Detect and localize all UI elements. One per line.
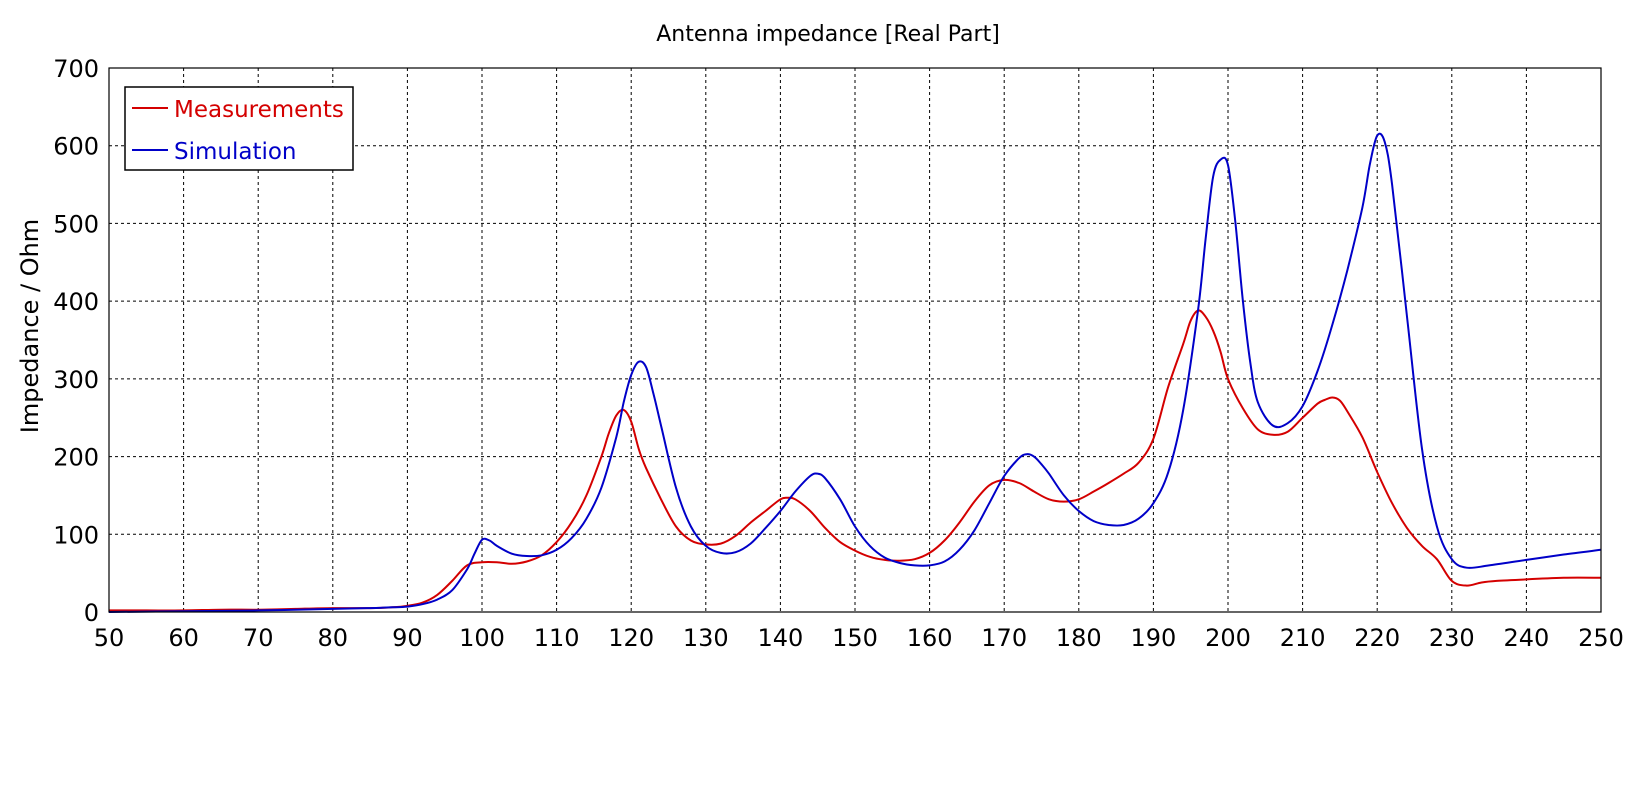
x-tick-label: 160 [907, 624, 953, 652]
x-tick-label: 50 [94, 624, 125, 652]
series-line-simulation [108, 132, 1602, 613]
chart-title: Antenna impedance [Real Part] [656, 22, 1000, 47]
legend-box [124, 86, 354, 171]
x-tick-label: 60 [168, 624, 199, 652]
y-tick-label: 600 [53, 133, 99, 161]
legend: Measurements Simulation [124, 86, 354, 171]
x-tick-label: 110 [534, 624, 580, 652]
y-tick-label: 100 [53, 521, 99, 549]
x-tick-label: 100 [459, 624, 505, 652]
grid [109, 68, 1601, 612]
y-tick-label: 400 [53, 288, 99, 316]
series-layer [108, 132, 1602, 613]
x-tick-label: 130 [683, 624, 729, 652]
legend-label-simulation: Simulation [174, 139, 297, 165]
y-tick-label: 700 [53, 55, 99, 83]
x-tick-label: 140 [757, 624, 803, 652]
x-tick-label: 200 [1205, 624, 1251, 652]
x-tick-label: 230 [1429, 624, 1475, 652]
y-tick-label: 300 [53, 366, 99, 394]
legend-label-measurements: Measurements [174, 97, 344, 123]
x-tick-label: 250 [1578, 624, 1624, 652]
plot-frame [108, 67, 1602, 613]
x-tick-labels: 50 60 70 80 90 100 110 120 130 140 150 160 170 180 190… [94, 624, 1624, 652]
x-tick-label: 120 [608, 624, 654, 652]
series-line-measurements [109, 309, 1602, 612]
y-tick-label: 200 [53, 444, 99, 472]
x-tick-label: 190 [1130, 624, 1176, 652]
x-tick-label: 80 [318, 624, 349, 652]
x-tick-label: 210 [1280, 624, 1326, 652]
y-tick-label: 0 [84, 599, 99, 627]
x-tick-label: 150 [832, 624, 878, 652]
y-tick-label: 500 [53, 210, 99, 238]
x-tick-label: 90 [392, 624, 423, 652]
x-tick-label: 180 [1056, 624, 1102, 652]
x-tick-label: 220 [1354, 624, 1400, 652]
y-axis-label: Impedance / Ohm [16, 219, 44, 433]
x-tick-label: 240 [1503, 624, 1549, 652]
y-tick-labels: 0 100 200 300 400 500 600 700 [53, 55, 99, 627]
x-tick-label: 70 [243, 624, 274, 652]
x-tick-label: 170 [981, 624, 1027, 652]
